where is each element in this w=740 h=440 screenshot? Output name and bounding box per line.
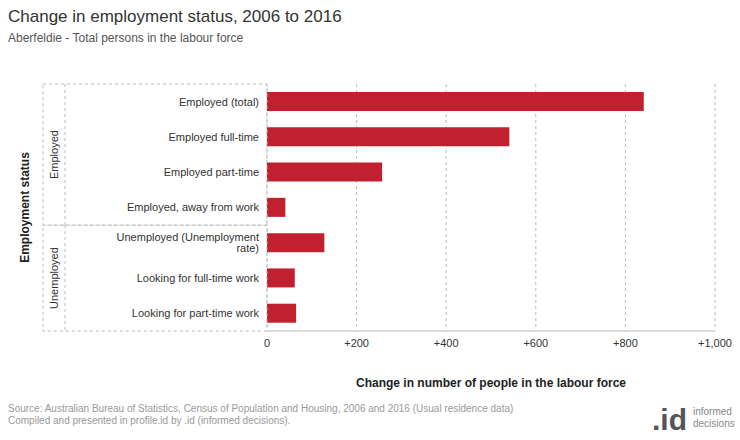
svg-text:informed: informed <box>693 406 732 417</box>
svg-text:Change in employment status, 2: Change in employment status, 2006 to 201… <box>8 7 342 26</box>
svg-text:+400: +400 <box>434 337 459 349</box>
svg-text:Employed (total): Employed (total) <box>179 96 259 108</box>
svg-text:+200: +200 <box>344 337 369 349</box>
svg-text:Employed: Employed <box>48 130 60 179</box>
svg-text:Change in number of people in: Change in number of people in the labour… <box>356 376 626 390</box>
svg-text:Unemployed: Unemployed <box>48 247 60 309</box>
svg-text:Employment status: Employment status <box>18 152 32 263</box>
svg-text:+1,000: +1,000 <box>698 337 732 349</box>
svg-text:Aberfeldie - Total persons in: Aberfeldie - Total persons in the labour… <box>8 31 244 45</box>
svg-text:Looking for full-time work: Looking for full-time work <box>137 272 260 284</box>
svg-text:Unemployed (Unemploymentrate): Unemployed (Unemploymentrate) <box>117 231 259 254</box>
svg-text:.id: .id <box>652 403 687 436</box>
svg-text:+600: +600 <box>523 337 548 349</box>
svg-text:Employed full-time: Employed full-time <box>169 131 259 143</box>
svg-text:Employed part-time: Employed part-time <box>164 166 259 178</box>
svg-text:Looking for part-time work: Looking for part-time work <box>132 307 260 319</box>
svg-text:+800: +800 <box>613 337 638 349</box>
svg-text:Compiled and presented in prof: Compiled and presented in profile.id by … <box>8 415 290 426</box>
svg-text:Source: Australian Bureau of S: Source: Australian Bureau of Statistics,… <box>8 403 513 414</box>
svg-text:Employed, away from work: Employed, away from work <box>127 201 260 213</box>
svg-text:decisions: decisions <box>693 418 732 429</box>
svg-text:0: 0 <box>264 337 270 349</box>
